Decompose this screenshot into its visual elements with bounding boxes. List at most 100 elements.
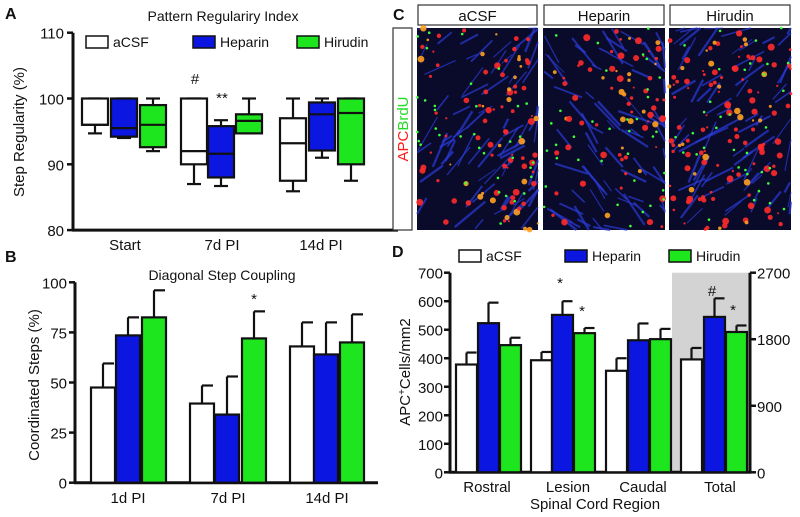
- apc-cell: [717, 90, 721, 93]
- apc-cell: [634, 37, 642, 45]
- apc-cell: [757, 91, 760, 94]
- fiber: [661, 200, 666, 213]
- fiber: [597, 100, 622, 127]
- apc-cell: [741, 78, 745, 81]
- apc-cell: [562, 76, 566, 80]
- fiber: [568, 220, 581, 229]
- apc-cell: [521, 178, 528, 185]
- y-tick-label: 300: [418, 380, 443, 397]
- apc-cell: [763, 165, 771, 173]
- fiber: [419, 164, 444, 183]
- box-heparin-1: [206, 119, 236, 188]
- fiber: [544, 35, 560, 64]
- apc-cell: [436, 178, 440, 183]
- fiber: [589, 189, 605, 212]
- brdu-cell: [616, 203, 619, 207]
- apc-cell: [705, 225, 710, 231]
- brdu-cell: [626, 118, 629, 121]
- apc-cell: [522, 226, 528, 231]
- brdu-cell: [768, 201, 772, 205]
- bar-acsf-2: [604, 369, 629, 474]
- legend-swatch-hirudin: [668, 249, 692, 263]
- apc-cell: [445, 117, 448, 120]
- y2-tick-label: 0: [757, 465, 765, 482]
- apc-cell: [654, 56, 659, 61]
- apc-cell: [478, 103, 482, 108]
- brdu-cell: [460, 32, 464, 36]
- brdu-cell: [702, 146, 706, 150]
- y-tick-label: 400: [418, 351, 443, 368]
- x-tick-label: Start: [109, 237, 142, 254]
- apc-cell: [677, 143, 682, 148]
- brdu-cell: [715, 126, 718, 130]
- apc-cell: [685, 151, 691, 158]
- brdu-cell: [496, 176, 500, 180]
- brdu-cell: [691, 131, 695, 135]
- fiber: [716, 107, 732, 116]
- x-tick-label: Lesion: [546, 479, 590, 496]
- apc-cell: [671, 143, 676, 148]
- fiber: [777, 32, 792, 47]
- apc-cell: [604, 212, 611, 219]
- micrograph-heparin: [542, 27, 667, 232]
- fiber: [679, 27, 698, 33]
- y-tick-label: 75: [50, 325, 67, 342]
- brdu-cell: [416, 35, 420, 38]
- apc-cell: [443, 219, 449, 225]
- apc-cell: [420, 44, 425, 50]
- apc-cell: [554, 191, 559, 196]
- fiber: [642, 168, 666, 184]
- y-axis-label: Step Regularity (%): [11, 67, 28, 197]
- apc-cell: [513, 90, 518, 94]
- brdu-cell: [764, 126, 768, 129]
- apc-cell: [463, 97, 470, 104]
- fiber: [499, 144, 526, 160]
- apc-cell: [500, 105, 504, 109]
- y-tick-label: 700: [418, 266, 443, 283]
- apc-cell: [673, 95, 677, 99]
- brdu-cell: [633, 179, 636, 182]
- apc-cell: [751, 119, 755, 122]
- apc-cell: [767, 214, 773, 220]
- brdu-cell: [482, 151, 486, 155]
- fiber: [630, 128, 641, 137]
- apc-cell: [483, 69, 489, 75]
- apc-cell: [577, 64, 580, 67]
- apc-cell: [507, 220, 510, 223]
- fiber: [772, 83, 788, 100]
- apc-cell: [624, 172, 628, 176]
- apc-cell: [554, 150, 560, 156]
- fiber: [788, 201, 793, 215]
- apc-cell: [655, 145, 658, 149]
- box: [278, 117, 308, 182]
- brdu-cell: [513, 199, 516, 203]
- fiber: [585, 91, 595, 100]
- apc-cell: [531, 180, 537, 187]
- apc-cell: [774, 138, 782, 145]
- apc-cell: [536, 222, 539, 225]
- apc-cell: [647, 120, 650, 123]
- y-tick-label: 25: [50, 426, 67, 443]
- fiber: [571, 189, 586, 203]
- apc-cell: [428, 74, 433, 78]
- apc-cell: [764, 206, 771, 214]
- fiber: [461, 67, 484, 97]
- apc-cell: [512, 46, 517, 52]
- brdu-cell: [529, 166, 532, 169]
- apc-cell: [530, 114, 533, 118]
- fiber: [748, 57, 757, 72]
- apc-cell: [675, 79, 680, 84]
- apc-cell: [654, 62, 657, 66]
- fiber: [598, 47, 610, 54]
- brdu-cell: [433, 104, 437, 108]
- fiber: [734, 63, 765, 87]
- apc-cell: [756, 56, 763, 63]
- apc-cell: [512, 188, 520, 196]
- apc-cell: [628, 36, 632, 40]
- brdu-cell: [707, 218, 711, 221]
- fiber: [474, 218, 484, 230]
- box: [138, 103, 168, 149]
- fiber: [632, 201, 650, 218]
- apc-cell: [671, 149, 675, 154]
- fiber: [662, 78, 667, 94]
